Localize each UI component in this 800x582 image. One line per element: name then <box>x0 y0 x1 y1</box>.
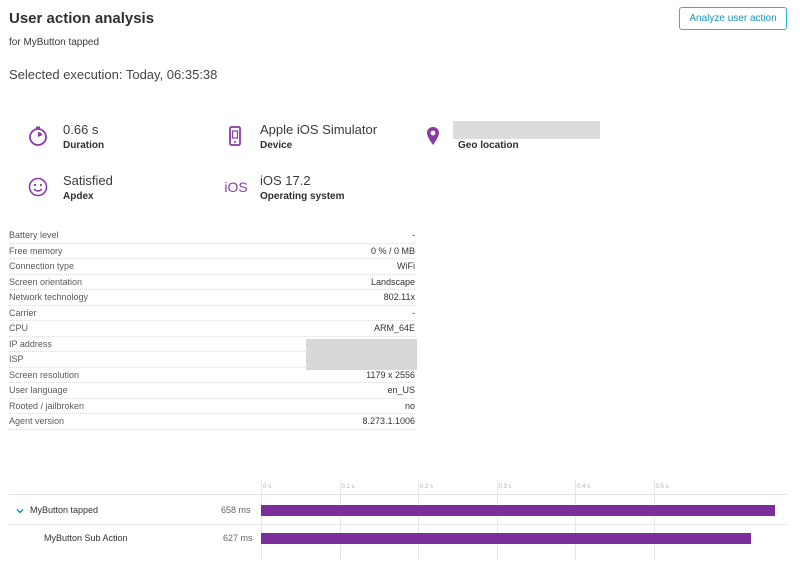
analyze-user-action-button[interactable]: Analyze user action <box>679 7 787 30</box>
timeline-tick-label: 0.4 s <box>577 484 591 490</box>
chevron-down-icon[interactable] <box>15 506 25 516</box>
property-key: IP address <box>9 338 52 349</box>
timeline-row-child[interactable]: MyButton Sub Action 627 ms <box>9 525 788 553</box>
timeline-gridline <box>496 480 498 560</box>
property-row: Network technology 802.11x <box>9 290 415 306</box>
property-key: Network technology <box>9 292 89 302</box>
action-timeline: MyButton tapped 658 ms MyButton Sub Acti… <box>9 480 788 560</box>
page-title: User action analysis <box>9 10 155 27</box>
property-value: 8.273.1.1006 <box>362 416 415 426</box>
ios-logo-icon: iOS <box>224 179 248 195</box>
property-key: Screen orientation <box>9 276 83 287</box>
property-value: no <box>404 400 415 411</box>
property-key: Agent version <box>9 416 65 426</box>
timeline-tick-label: 0 s <box>263 484 272 490</box>
property-value: 0 % / 0 MB <box>370 245 415 256</box>
timeline-tick-label: 0.5 s <box>655 484 669 490</box>
property-row: Free memory 0 % / 0 MB <box>9 244 415 259</box>
property-row: CPU ARM_64E <box>9 321 415 337</box>
property-key: Rooted / jailbroken <box>9 400 85 411</box>
location-pin-icon <box>421 124 445 148</box>
os-value: iOS 17.2 <box>260 173 311 188</box>
property-row: IP address <box>9 337 415 352</box>
property-key: Screen resolution <box>9 369 80 380</box>
timeline-gridline <box>575 480 576 560</box>
property-value: en_US <box>387 385 415 395</box>
redacted-ip-isp <box>306 339 417 370</box>
property-row: Battery level - <box>9 228 415 244</box>
duration-value: 0.66 s <box>63 122 99 137</box>
property-value: Landscape <box>370 276 415 287</box>
device-label: Device <box>260 140 293 151</box>
property-row: Connection type WiFi <box>9 259 415 275</box>
property-key: CPU <box>9 323 29 333</box>
property-row: Screen orientation Landscape <box>9 275 415 290</box>
property-row: User language en_US <box>9 383 415 399</box>
timeline-gridline <box>339 480 341 560</box>
smiley-icon <box>26 175 50 199</box>
timeline-tick-label: 0.2 s <box>420 484 434 490</box>
timeline-row-name[interactable]: MyButton Sub Action <box>44 533 128 543</box>
property-value: - <box>412 230 415 240</box>
page-subtitle: for MyButton tapped <box>9 37 100 48</box>
selected-execution: Selected execution: Today, 06:35:38 <box>9 67 218 82</box>
property-row: Rooted / jailbroken no <box>9 399 415 414</box>
timeline-gridline <box>653 480 655 560</box>
timeline-gridline <box>418 480 419 560</box>
properties-list: Battery level - Free memory 0 % / 0 MB Conne… <box>9 228 415 430</box>
property-value: 1179 x 2556 <box>366 369 415 380</box>
property-value: ARM_64E <box>373 323 415 333</box>
property-value: WiFi <box>397 261 415 271</box>
timeline-bar[interactable] <box>261 533 752 544</box>
property-key: Battery level <box>9 230 59 240</box>
property-key: Connection type <box>9 261 75 271</box>
property-key: Carrier <box>9 307 37 318</box>
property-row: Carrier - <box>9 306 415 321</box>
os-label: Operating system <box>260 191 345 202</box>
redacted-geo-location <box>453 121 600 139</box>
timeline-row-name[interactable]: MyButton tapped <box>30 505 99 515</box>
property-value: 802.11x <box>383 292 415 302</box>
property-row: Screen resolution 1179 x 2556 <box>9 368 415 383</box>
duration-label: Duration <box>63 140 105 151</box>
stopwatch-icon <box>26 124 50 148</box>
property-row: ISP <box>9 352 415 368</box>
timeline-header-divider <box>9 494 788 495</box>
apdex-label: Apdex <box>63 191 94 202</box>
property-row: Agent version 8.273.1.1006 <box>9 414 415 430</box>
timeline-row-duration: 627 ms <box>223 533 253 543</box>
device-value: Apple iOS Simulator <box>260 122 378 137</box>
timeline-bar[interactable] <box>261 505 776 516</box>
timeline-gridline <box>261 480 262 560</box>
property-key: ISP <box>9 354 24 364</box>
timeline-tick-label: 0.3 s <box>498 484 512 490</box>
timeline-row-parent[interactable]: MyButton tapped 658 ms <box>9 497 788 525</box>
apdex-value: Satisfied <box>63 173 113 188</box>
mobile-device-icon <box>223 124 247 148</box>
property-key: Free memory <box>9 245 63 256</box>
geo-label: Geo location <box>458 140 519 151</box>
property-value: - <box>412 307 415 318</box>
property-key: User language <box>9 385 68 395</box>
timeline-row-duration: 658 ms <box>221 505 251 515</box>
timeline-tick-label: 0.1 s <box>341 484 355 490</box>
